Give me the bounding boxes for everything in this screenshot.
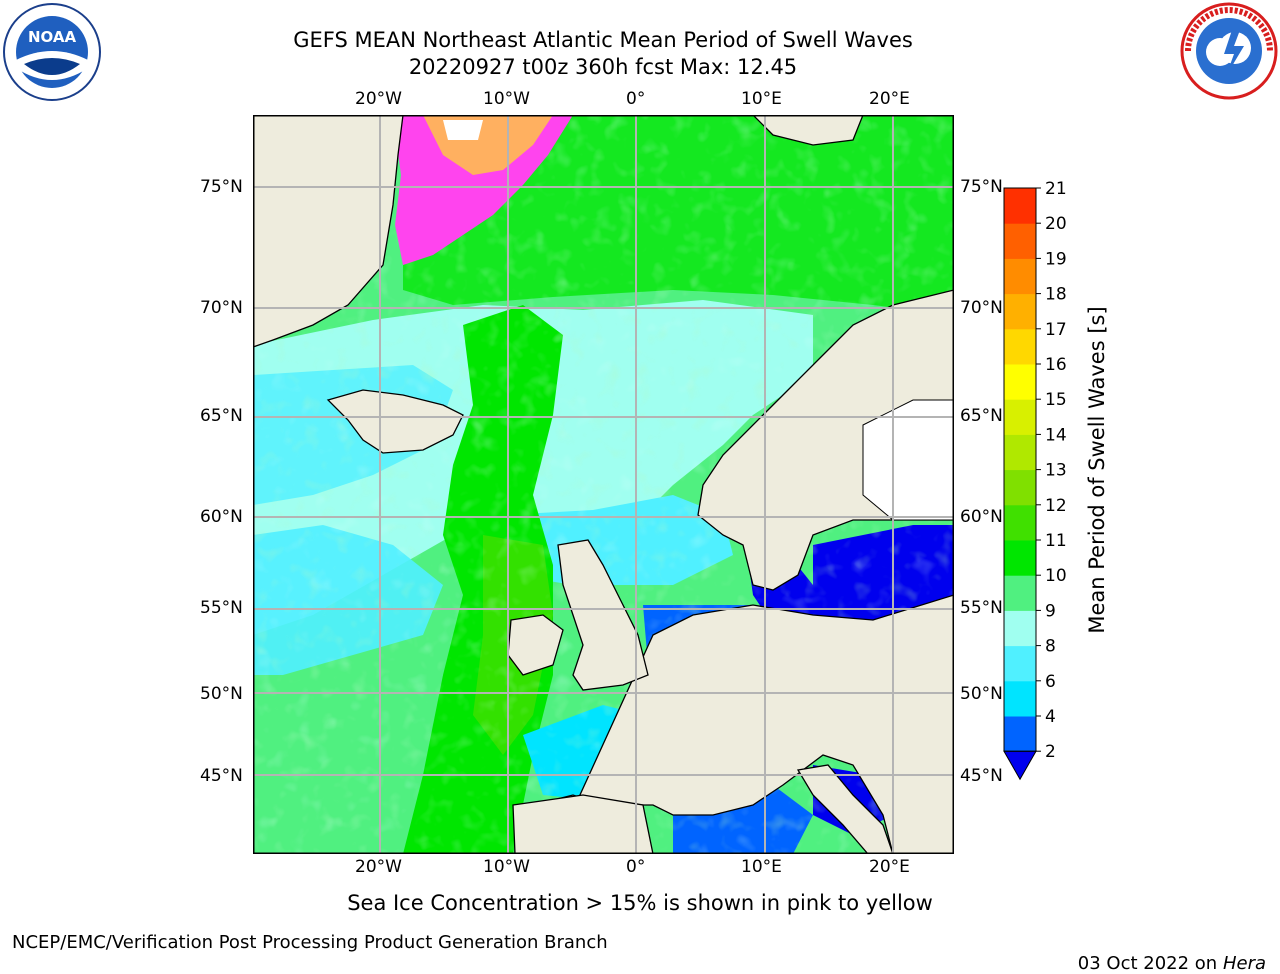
footer-machine: Hera: [1222, 953, 1266, 974]
colorbar-tick-label: 14: [1045, 425, 1067, 445]
lat-label-left: 45°N: [200, 766, 243, 786]
lon-label-top: 0°: [626, 89, 646, 109]
colorbar-segment: [1004, 469, 1036, 506]
land-svalbard: [752, 115, 864, 146]
lon-label-top: 20°E: [869, 89, 910, 109]
lat-label-left: 55°N: [200, 598, 243, 618]
colorbar-segment: [1004, 575, 1036, 611]
colorbar-label: Mean Period of Swell Waves [s]: [1085, 306, 1109, 634]
land-greenland: [253, 115, 404, 348]
colorbar-tick-label: 11: [1045, 531, 1067, 551]
footer-date: 03 Oct 2022 on Hera: [1066, 932, 1266, 974]
lon-label-top: 10°W: [483, 89, 530, 109]
lat-label-right: 65°N: [960, 406, 1003, 426]
colorbar-tick-label: 4: [1045, 707, 1056, 727]
land-britain: [557, 539, 649, 691]
colorbar-tick-label: 9: [1045, 601, 1056, 621]
colorbar-segment: [1004, 364, 1036, 400]
lon-label-bottom: 20°E: [869, 857, 910, 877]
lat-label-left: 65°N: [200, 406, 243, 426]
colorbar-segment: [1004, 328, 1036, 365]
colorbar-tick-label: 13: [1045, 461, 1067, 481]
colorbar-tick-label: 6: [1045, 672, 1056, 692]
footer-date-text: 03 Oct 2022 on: [1077, 953, 1223, 974]
colorbar-tick-label: 21: [1045, 179, 1067, 199]
sea-ice-note: Sea Ice Concentration > 15% is shown in …: [347, 891, 933, 915]
lat-label-right: 55°N: [960, 598, 1003, 618]
colorbar-segment: [1004, 399, 1036, 435]
colorbar-segment: [1004, 716, 1036, 752]
lat-label-left: 75°N: [200, 177, 243, 197]
colorbar-tick-label: 16: [1045, 355, 1067, 375]
nws-logo: [1180, 2, 1278, 100]
colorbar-segment: [1004, 610, 1036, 647]
lon-label-top: 10°E: [741, 89, 782, 109]
colorbar-tick-label: 18: [1045, 285, 1067, 305]
colorbar-tick-label: 10: [1045, 566, 1067, 586]
colorbar: 2 4 6 8 9 10 11 12 13 14 15 16 17 18 19 20 21: [1003, 179, 1067, 781]
colorbar-segment: [1004, 645, 1036, 682]
land-iceland: [326, 389, 464, 454]
colorbar-segment: [1004, 188, 1036, 224]
colorbar-tick-label: 12: [1045, 496, 1067, 516]
noaa-text: NOAA: [28, 28, 77, 46]
lon-label-top: 20°W: [355, 89, 402, 109]
lon-label-bottom: 10°E: [741, 857, 782, 877]
colorbar-segment: [1004, 540, 1036, 576]
lon-label-bottom: 0°: [626, 857, 646, 877]
lon-label-bottom: 20°W: [355, 857, 402, 877]
lat-label-right: 45°N: [960, 766, 1003, 786]
colorbar-segment: [1004, 258, 1036, 295]
lat-label-right: 70°N: [960, 298, 1003, 318]
colorbar-tick-label: 8: [1045, 637, 1056, 657]
colorbar-extend-arrow: [1003, 750, 1037, 781]
lat-label-right: 60°N: [960, 507, 1003, 527]
lat-label-left: 70°N: [200, 298, 243, 318]
graticule: [253, 115, 954, 854]
lat-label-right: 75°N: [960, 177, 1003, 197]
title-line-2: 20220927 t00z 360h fcst Max: 12.45: [408, 55, 798, 79]
colorbar-tick-label: 17: [1045, 320, 1067, 340]
colorbar-tick-label: 2: [1045, 742, 1056, 762]
lon-label-bottom: 10°W: [483, 857, 530, 877]
colorbar-tick-label: 19: [1045, 249, 1067, 269]
colorbar-segment: [1004, 223, 1036, 259]
lat-label-left: 50°N: [200, 684, 243, 704]
colorbar-segment: [1004, 504, 1036, 541]
colorbar-segment: [1004, 434, 1036, 471]
land-iberia: [512, 794, 654, 854]
noaa-logo: NOAA: [3, 3, 101, 101]
colorbar-tick-label: 15: [1045, 390, 1067, 410]
colorbar-segment: [1004, 293, 1036, 330]
map-frame: [253, 115, 954, 854]
map-panel: [253, 115, 954, 854]
sea-ice: [393, 115, 573, 265]
lat-label-left: 60°N: [200, 507, 243, 527]
title-line-1: GEFS MEAN Northeast Atlantic Mean Period…: [293, 28, 913, 52]
colorbar-segment: [1004, 680, 1036, 717]
lat-label-right: 50°N: [960, 684, 1003, 704]
colorbar-tick-label: 20: [1045, 214, 1067, 234]
footer-credit: NCEP/EMC/Verification Post Processing Pr…: [12, 932, 608, 953]
